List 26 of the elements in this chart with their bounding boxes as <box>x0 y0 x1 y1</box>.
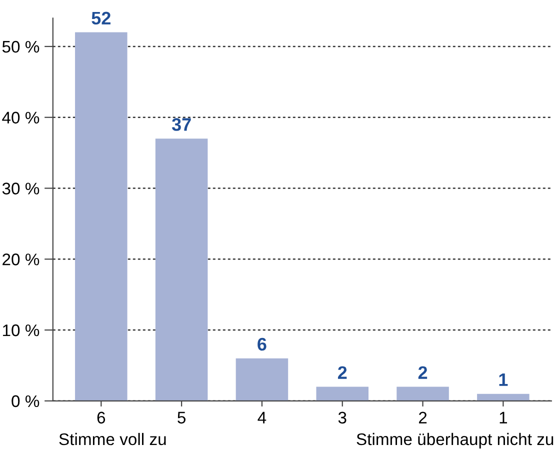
data-label: 37 <box>172 118 191 131</box>
bar <box>396 386 449 401</box>
bar <box>155 138 208 401</box>
bar <box>75 32 128 401</box>
y-tick-label: 40 % <box>2 112 40 124</box>
x-tick-label: 5 <box>178 412 186 424</box>
x-tick-label: 2 <box>418 412 427 424</box>
y-tick-label: 0 % <box>12 395 40 408</box>
bar <box>477 394 530 401</box>
bar <box>236 358 288 401</box>
x-tick-label: 6 <box>97 412 106 424</box>
text: Stimme überhaupt nicht zu <box>356 432 554 448</box>
y-tick-label: 20 % <box>2 254 40 266</box>
y-tick-label: 10 % <box>3 324 40 336</box>
bar <box>316 386 369 401</box>
data-label: 52 <box>92 12 110 25</box>
x-tick-label: 4 <box>258 412 266 424</box>
text: Stimme voll zu <box>59 432 166 446</box>
data-label: 2 <box>418 366 428 379</box>
data-label: 2 <box>338 366 347 379</box>
data-label: 6 <box>258 338 266 351</box>
y-tick-label: 50 % <box>2 40 40 53</box>
data-label: 1 <box>499 373 508 386</box>
y-tick-label: 30 % <box>2 182 40 194</box>
x-tick-label: 1 <box>500 412 508 424</box>
x-tick-label: 3 <box>338 412 346 424</box>
